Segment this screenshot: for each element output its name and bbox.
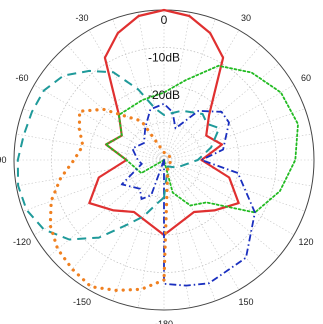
spoke-line: [163, 159, 191, 308]
spoke-line: [163, 159, 295, 236]
angle-label: 30: [241, 13, 251, 23]
angle-label: -90: [0, 155, 7, 165]
spoke-line: [22, 108, 165, 161]
spoke-line: [163, 18, 216, 161]
spoke-line: [163, 29, 240, 161]
spoke-line: [163, 133, 312, 161]
angle-label: 150: [238, 297, 253, 307]
spoke-line: [163, 159, 216, 302]
spoke-line: [48, 63, 165, 161]
angle-label: -180: [155, 319, 173, 324]
spoke-line: [88, 29, 165, 161]
spoke-line: [163, 159, 306, 212]
spoke-line: [67, 159, 165, 276]
angle-label: -150: [73, 297, 91, 307]
ring-label: -10dB: [148, 51, 180, 65]
ring-label: 0: [161, 13, 168, 27]
spoke-line: [16, 133, 165, 161]
spoke-line: [163, 159, 240, 291]
angle-label: 60: [301, 73, 311, 83]
angle-label: -120: [13, 237, 31, 247]
ring-label: -20dB: [148, 88, 180, 102]
series-4-line: [16, 69, 221, 241]
angle-label: -30: [75, 13, 88, 23]
series-3-line: [120, 102, 256, 287]
series-1-line: [88, 8, 240, 237]
spoke-line: [163, 159, 261, 276]
spoke-line: [163, 12, 191, 161]
spoke-line: [33, 84, 165, 161]
spoke-line: [137, 12, 165, 161]
spoke-line: [22, 159, 165, 212]
angle-label: 120: [299, 237, 314, 247]
angle-label: 0: [161, 0, 166, 1]
spoke-line: [137, 159, 165, 308]
series-2-line: [105, 64, 299, 214]
series-layer: [16, 8, 299, 292]
spoke-line: [16, 159, 165, 187]
spoke-line: [163, 108, 306, 161]
angle-label: -60: [15, 73, 28, 83]
series-5-line: [48, 107, 174, 292]
